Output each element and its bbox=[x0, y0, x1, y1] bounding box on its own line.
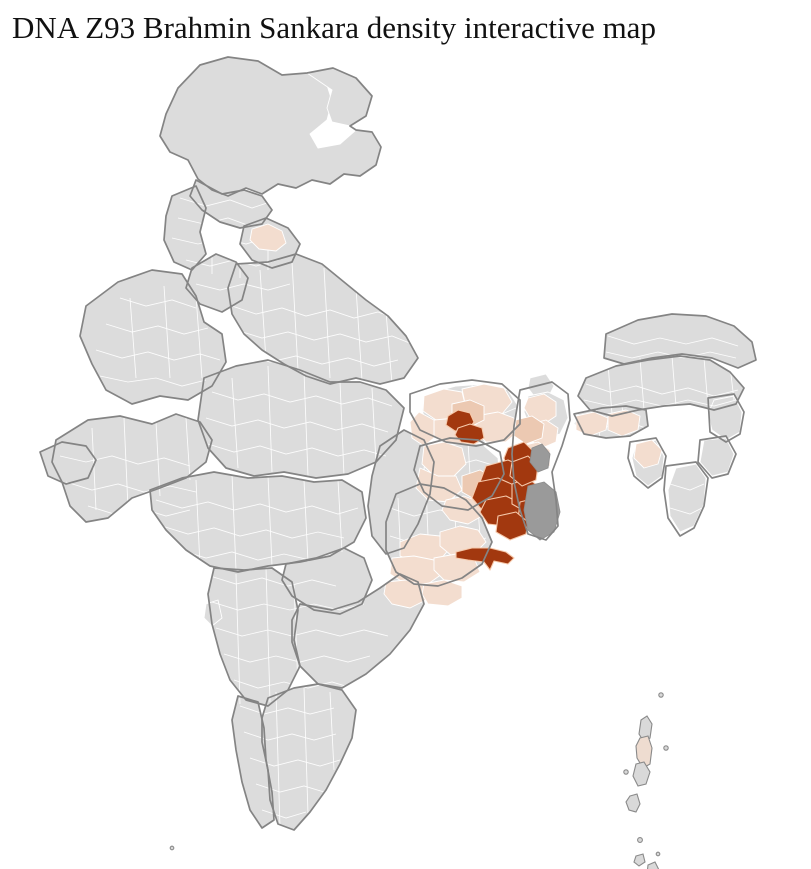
island-north-andaman[interactable] bbox=[638, 715, 653, 743]
district-jharkhand-low-1[interactable] bbox=[421, 441, 467, 477]
island-nicobar-2[interactable] bbox=[633, 853, 646, 867]
no-data-regions[interactable] bbox=[523, 443, 561, 541]
island-dot-5[interactable] bbox=[655, 851, 661, 857]
district-wb-coast-nodata[interactable] bbox=[529, 443, 551, 473]
district-uttarakhand-low[interactable] bbox=[249, 223, 287, 252]
region-punjab[interactable] bbox=[163, 185, 207, 271]
island-dot-2[interactable] bbox=[663, 745, 669, 751]
district-jharkhand-low-3[interactable] bbox=[441, 495, 483, 525]
district-tripura-low[interactable] bbox=[633, 439, 663, 469]
island-dot-4[interactable] bbox=[637, 837, 643, 843]
district-wb-high-7[interactable] bbox=[495, 511, 529, 541]
island-dot-3[interactable] bbox=[623, 769, 629, 775]
district-meghalaya-low-2[interactable] bbox=[607, 409, 641, 437]
district-jharkhand-low-2[interactable] bbox=[415, 467, 463, 503]
region-goa[interactable] bbox=[203, 599, 223, 627]
map-canvas[interactable] bbox=[0, 48, 811, 869]
district-meghalaya-low-1[interactable] bbox=[575, 411, 609, 437]
region-mizoram[interactable] bbox=[667, 463, 707, 533]
island-nicobar-1[interactable] bbox=[647, 861, 660, 869]
island-dot-lakshadweep[interactable] bbox=[169, 845, 175, 851]
india-choropleth-svg[interactable] bbox=[0, 48, 811, 869]
page-title: DNA Z93 Brahmin Sankara density interact… bbox=[12, 10, 656, 45]
district-sundarbans-nodata[interactable] bbox=[523, 481, 561, 541]
island-dot-1[interactable] bbox=[658, 692, 664, 698]
island-little-andaman[interactable] bbox=[625, 793, 641, 813]
region-karnataka[interactable] bbox=[207, 567, 301, 707]
district-odisha-low-6[interactable] bbox=[421, 579, 463, 607]
state-boundaries bbox=[39, 56, 757, 831]
andaman-nicobar-islands[interactable] bbox=[169, 692, 669, 869]
island-south-andaman[interactable] bbox=[632, 761, 651, 787]
